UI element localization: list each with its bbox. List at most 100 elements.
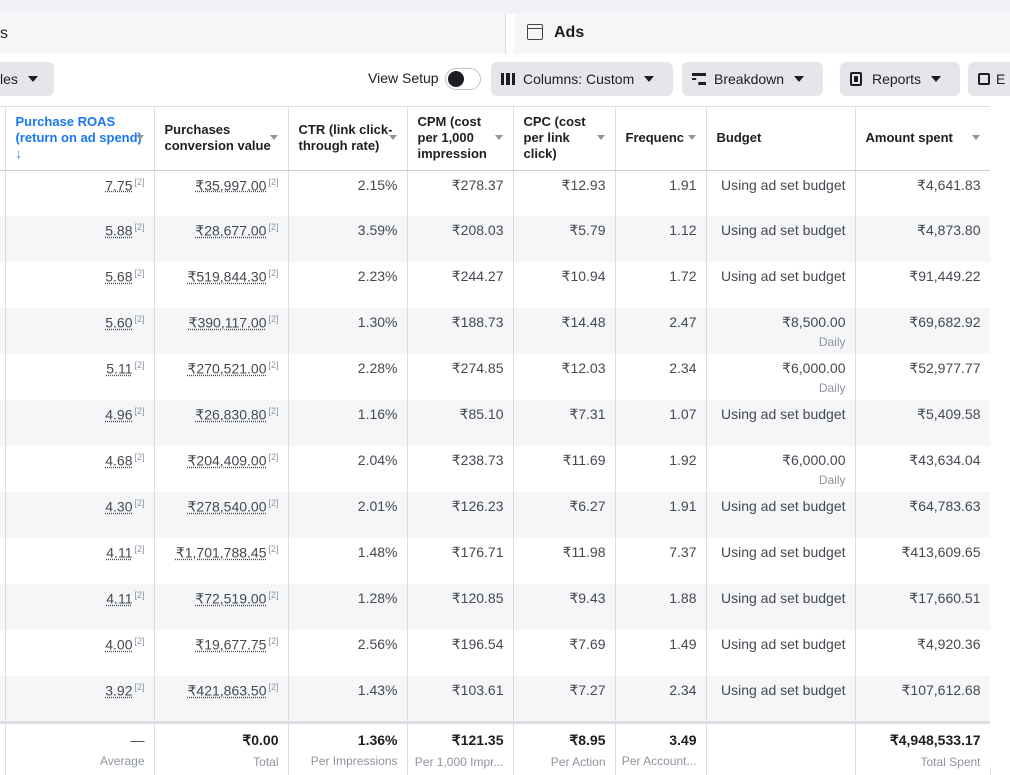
header-amount-spent[interactable]: Amount spent	[855, 106, 991, 171]
pcv-value[interactable]: ₹19,677.75	[195, 636, 267, 653]
cell-budget[interactable]: Using ad set budget	[706, 170, 856, 216]
roas-value[interactable]: 4.30	[105, 498, 133, 515]
table-row[interactable]: 4.96 [2] ₹26,830.80 [2] 1.16% ₹85.10 ₹7.31 1.07…	[0, 400, 991, 446]
roas-value[interactable]: 5.88	[105, 222, 133, 239]
cell-purchases-conversion-value[interactable]: ₹72,519.00 [2]	[154, 584, 289, 630]
chevron-down-icon[interactable]	[687, 135, 696, 140]
cell-budget[interactable]: ₹6,000.00 Daily	[706, 354, 856, 400]
cell-budget[interactable]: Using ad set budget	[706, 400, 856, 446]
cell-purchase-roas[interactable]: 7.75 [2]	[5, 170, 155, 216]
rules-button[interactable]: les	[0, 62, 54, 96]
columns-button[interactable]: Columns: Custom	[491, 62, 673, 96]
table-row[interactable]: 5.88 [2] ₹28,677.00 [2] 3.59% ₹208.03 ₹5.79 1.1…	[0, 216, 991, 262]
cell-budget[interactable]: Using ad set budget	[706, 538, 856, 584]
roas-value[interactable]: 4.96	[105, 406, 133, 423]
cell-purchase-roas[interactable]: 4.11 [2]	[5, 538, 155, 584]
cell-purchases-conversion-value[interactable]: ₹204,409.00 [2]	[154, 446, 289, 492]
cell-purchases-conversion-value[interactable]: ₹28,677.00 [2]	[154, 216, 289, 262]
chevron-down-icon[interactable]	[269, 135, 278, 140]
pcv-value[interactable]: ₹35,997.00	[195, 177, 267, 194]
table-row[interactable]: 4.11 [2] ₹1,701,788.45 [2] 1.48% ₹176.71 ₹11.9…	[0, 538, 991, 584]
cell-purchase-roas[interactable]: 5.68 [2]	[5, 262, 155, 308]
footnote-marker: [2]	[134, 544, 145, 554]
chevron-down-icon[interactable]	[494, 135, 503, 140]
roas-value[interactable]: 5.11	[106, 360, 133, 377]
cell-budget[interactable]: Using ad set budget	[706, 630, 856, 676]
pcv-value[interactable]: ₹72,519.00	[195, 590, 267, 607]
chevron-down-icon[interactable]	[388, 135, 397, 140]
pcv-value[interactable]: ₹270,521.00	[187, 360, 267, 377]
cell-purchase-roas[interactable]: 5.60 [2]	[5, 308, 155, 354]
header-cpm[interactable]: CPM (cost per 1,000 impression	[407, 106, 514, 171]
header-cpc[interactable]: CPC (cost per link click)	[513, 106, 616, 171]
cell-frequency: 1.88	[615, 584, 707, 630]
cell-purchases-conversion-value[interactable]: ₹1,701,788.45 [2]	[154, 538, 289, 584]
reports-button[interactable]: Reports	[840, 62, 960, 96]
panel-left[interactable]: s	[0, 14, 506, 54]
pcv-value[interactable]: ₹204,409.00	[187, 452, 267, 469]
header-purchase-roas[interactable]: Purchase ROAS (return on ad spend) ↓	[5, 106, 155, 171]
cell-purchase-roas[interactable]: 3.92 [2]	[5, 676, 155, 722]
cell-purchases-conversion-value[interactable]: ₹519,844.30 [2]	[154, 262, 289, 308]
pcv-value[interactable]: ₹421,863.50	[187, 682, 267, 699]
roas-value[interactable]: 5.60	[105, 314, 133, 331]
cell-budget[interactable]: ₹8,500.00 Daily	[706, 308, 856, 354]
cell-budget[interactable]: Using ad set budget	[706, 492, 856, 538]
toolbar: les View Setup Columns: Custom Breakdown…	[0, 54, 1010, 107]
table-row[interactable]: 4.68 [2] ₹204,409.00 [2] 2.04% ₹238.73 ₹11.69 1…	[0, 446, 991, 492]
cell-purchase-roas[interactable]: 4.68 [2]	[5, 446, 155, 492]
chevron-down-icon[interactable]	[971, 135, 980, 140]
view-setup-toggle[interactable]	[445, 68, 481, 90]
cell-purchase-roas[interactable]: 4.30 [2]	[5, 492, 155, 538]
table-row[interactable]: 3.92 [2] ₹421,863.50 [2] 1.43% ₹103.61 ₹7.27 2.…	[0, 676, 991, 722]
pcv-value[interactable]: ₹1,701,788.45	[175, 544, 267, 561]
cell-budget[interactable]: Using ad set budget	[706, 584, 856, 630]
cell-purchase-roas[interactable]: 5.11 [2]	[5, 354, 155, 400]
breakdown-button[interactable]: Breakdown	[682, 62, 823, 96]
cell-purchase-roas[interactable]: 4.96 [2]	[5, 400, 155, 446]
pcv-value[interactable]: ₹278,540.00	[187, 498, 267, 515]
pcv-value[interactable]: ₹519,844.30	[187, 268, 267, 285]
cell-purchases-conversion-value[interactable]: ₹26,830.80 [2]	[154, 400, 289, 446]
cell-budget[interactable]: Using ad set budget	[706, 262, 856, 308]
pcv-value[interactable]: ₹390,117.00	[188, 314, 267, 331]
header-frequency[interactable]: Frequenc	[615, 106, 707, 171]
table-row[interactable]: 5.68 [2] ₹519,844.30 [2] 2.23% ₹244.27 ₹10.94 1…	[0, 262, 991, 308]
chevron-down-icon[interactable]	[596, 135, 605, 140]
cell-purchase-roas[interactable]: 4.00 [2]	[5, 630, 155, 676]
table-row[interactable]: 4.30 [2] ₹278,540.00 [2] 2.01% ₹126.23 ₹6.27 1.…	[0, 492, 991, 538]
table-row[interactable]: 5.11 [2] ₹270,521.00 [2] 2.28% ₹274.85 ₹12.03 2…	[0, 354, 991, 400]
table-row[interactable]: 4.11 [2] ₹72,519.00 [2] 1.28% ₹120.85 ₹9.43 1.8…	[0, 584, 991, 630]
pcv-value[interactable]: ₹26,830.80	[195, 406, 267, 423]
table-row[interactable]: 7.75 [2] ₹35,997.00 [2] 2.15% ₹278.37 ₹12.93 1.…	[0, 170, 991, 216]
total-sub: Average	[100, 753, 145, 768]
header-purchases-conversion-value[interactable]: Purchases conversion value	[154, 106, 289, 171]
ads-panel[interactable]: Ads	[514, 14, 1010, 54]
table-row[interactable]: 4.00 [2] ₹19,677.75 [2] 2.56% ₹196.54 ₹7.69 1.4…	[0, 630, 991, 676]
cell-budget[interactable]: Using ad set budget	[706, 676, 856, 722]
table-row[interactable]: 5.60 [2] ₹390,117.00 [2] 1.30% ₹188.73 ₹14.48 2…	[0, 308, 991, 354]
header-ctr[interactable]: CTR (link click-through rate)	[288, 106, 408, 171]
cell-purchases-conversion-value[interactable]: ₹390,117.00 [2]	[154, 308, 289, 354]
cell-purchases-conversion-value[interactable]: ₹278,540.00 [2]	[154, 492, 289, 538]
roas-value[interactable]: 5.68	[105, 268, 133, 285]
pcv-value[interactable]: ₹28,677.00	[195, 222, 267, 239]
roas-value[interactable]: 3.92	[105, 682, 133, 699]
roas-value[interactable]: 7.75	[105, 177, 133, 194]
cell-budget[interactable]: Using ad set budget	[706, 216, 856, 262]
roas-value[interactable]: 4.00	[105, 636, 133, 653]
cell-purchase-roas[interactable]: 5.88 [2]	[5, 216, 155, 262]
roas-value[interactable]: 4.68	[105, 452, 133, 469]
cell-purchases-conversion-value[interactable]: ₹421,863.50 [2]	[154, 676, 289, 722]
chevron-down-icon[interactable]	[135, 135, 144, 140]
total-value: ₹121.35	[451, 731, 504, 748]
roas-value[interactable]: 4.11	[106, 544, 133, 561]
cell-purchases-conversion-value[interactable]: ₹35,997.00 [2]	[154, 170, 289, 216]
cell-purchases-conversion-value[interactable]: ₹19,677.75 [2]	[154, 630, 289, 676]
cell-purchases-conversion-value[interactable]: ₹270,521.00 [2]	[154, 354, 289, 400]
export-button[interactable]: E	[968, 62, 1010, 96]
cell-purchase-roas[interactable]: 4.11 [2]	[5, 584, 155, 630]
roas-value[interactable]: 4.11	[106, 590, 133, 607]
cell-budget[interactable]: ₹6,000.00 Daily	[706, 446, 856, 492]
header-budget[interactable]: Budget	[706, 106, 856, 171]
